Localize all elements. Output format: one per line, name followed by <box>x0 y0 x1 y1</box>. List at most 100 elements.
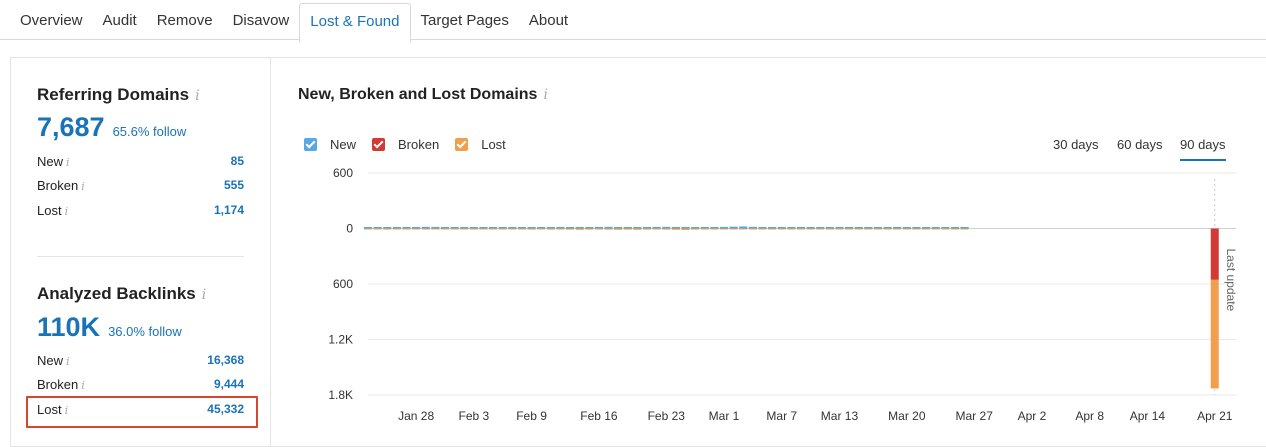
summary-panel: Referring Domains i 7,687 65.6% follow New… <box>10 57 271 447</box>
ab-row-lost: Lost i 45,332 <box>37 402 244 417</box>
bar-broken-last <box>1210 228 1219 280</box>
tab-remove[interactable]: Remove <box>156 11 213 29</box>
y-tick-label: 600 <box>333 277 353 291</box>
bar-new <box>777 227 786 229</box>
bar-lost <box>642 228 652 230</box>
bar-lost <box>421 228 430 230</box>
rd-broken-value[interactable]: 555 <box>223 178 244 192</box>
bar-lost <box>796 228 806 230</box>
range-30-days[interactable]: 30 days <box>1053 137 1099 152</box>
info-icon[interactable]: i <box>81 379 85 392</box>
bar-lost <box>912 228 921 230</box>
bar-lost <box>623 228 632 230</box>
tab-overview[interactable]: Overview <box>20 11 83 29</box>
bar-new <box>460 227 469 229</box>
x-tick-label: Apr 2 <box>1018 409 1047 423</box>
bar-new <box>412 227 421 229</box>
checkbox-icon[interactable] <box>304 138 317 151</box>
tab-target-pages[interactable]: Target Pages <box>420 11 509 29</box>
bar-new <box>383 227 392 229</box>
x-tick-label: Feb 9 <box>516 409 547 423</box>
bar-lost <box>508 228 517 230</box>
bar-new <box>373 227 382 229</box>
bar-new <box>421 226 430 229</box>
bar-new <box>363 227 373 229</box>
ab-broken-value[interactable]: 9,444 <box>213 377 244 391</box>
bar-lost <box>941 228 950 230</box>
bar-lost <box>883 228 892 230</box>
ab-row-new: New i 16,368 <box>37 353 244 368</box>
bar-lost <box>633 228 642 230</box>
tab-audit[interactable]: Audit <box>102 11 137 29</box>
bar-new <box>700 227 709 229</box>
analyzed-backlinks-total: 110K 36.0% follow <box>37 312 182 342</box>
legend-broken[interactable]: Broken <box>372 137 439 152</box>
checkbox-icon[interactable] <box>455 138 469 151</box>
x-tick-label: Feb 3 <box>459 409 490 423</box>
bar-new <box>816 227 825 229</box>
bar-new <box>565 227 575 229</box>
bar-lost <box>691 228 700 230</box>
info-icon[interactable]: i <box>66 156 70 169</box>
bar-new <box>604 226 613 229</box>
x-tick-label: Jan 28 <box>398 409 434 423</box>
info-icon[interactable]: i <box>64 205 69 218</box>
rd-lost-value[interactable]: 1,174 <box>213 203 244 217</box>
domains-chart: 600 0 600 1.2K 1.8K Jan 28 Feb 3 Feb 9 Feb 16 Feb… <box>328 166 1237 423</box>
bar-new <box>768 227 777 229</box>
info-icon[interactable]: i <box>66 355 70 368</box>
bar-lost <box>835 228 844 230</box>
tab-lost-found[interactable]: Lost & Found <box>299 3 411 43</box>
x-tick-label: Feb 16 <box>580 409 618 423</box>
tab-disavow[interactable]: Disavow <box>232 11 290 29</box>
x-tick-label: Mar 1 <box>709 409 740 423</box>
tab-about[interactable]: About <box>528 11 569 29</box>
info-icon[interactable]: i <box>195 88 200 104</box>
bar-new <box>450 227 459 229</box>
bar-lost-last <box>1210 279 1219 389</box>
y-tick-label: 1.8K <box>328 388 353 402</box>
bar-new <box>594 226 604 229</box>
bar-lost <box>700 228 709 230</box>
info-icon[interactable]: i <box>543 87 548 103</box>
range-90-days[interactable]: 90 days <box>1180 137 1226 161</box>
bar-new <box>825 227 834 229</box>
bar-lost <box>825 228 834 230</box>
bar-lost <box>575 228 584 230</box>
bar-new <box>585 227 594 229</box>
bar-lost <box>556 228 565 230</box>
bar-new <box>681 227 690 229</box>
legend-lost[interactable]: Lost <box>455 137 506 152</box>
info-icon[interactable]: i <box>81 180 85 193</box>
bar-new <box>431 226 440 229</box>
info-icon[interactable]: i <box>64 404 69 417</box>
bar-new <box>498 227 507 229</box>
info-icon[interactable]: i <box>201 287 207 303</box>
bar-new <box>748 226 757 229</box>
x-tick-label: Feb 23 <box>648 409 686 423</box>
bar-lost <box>488 228 498 230</box>
bar-new <box>729 226 738 229</box>
bar-new <box>710 227 719 229</box>
bar-lost <box>614 228 623 230</box>
bar-lost <box>546 228 555 230</box>
bar-lost <box>902 228 911 230</box>
range-60-days[interactable]: 60 days <box>1117 137 1163 152</box>
bar-new <box>960 227 969 229</box>
bar-new <box>488 227 498 229</box>
legend-new[interactable]: New <box>304 137 356 152</box>
bar-lost <box>864 228 873 230</box>
ab-lost-value[interactable]: 45,332 <box>207 402 244 416</box>
bar-new <box>873 227 883 229</box>
checkbox-icon[interactable] <box>372 138 386 151</box>
bar-lost <box>402 228 411 230</box>
bar-lost <box>931 228 940 230</box>
bar-lost <box>710 228 719 230</box>
bar-lost <box>460 228 469 230</box>
bar-new <box>537 227 546 229</box>
bar-new <box>633 227 642 229</box>
rd-new-value[interactable]: 85 <box>230 154 244 168</box>
bar-new <box>671 227 681 229</box>
ab-new-value[interactable]: 16,368 <box>207 353 244 367</box>
bar-lost <box>412 228 421 230</box>
